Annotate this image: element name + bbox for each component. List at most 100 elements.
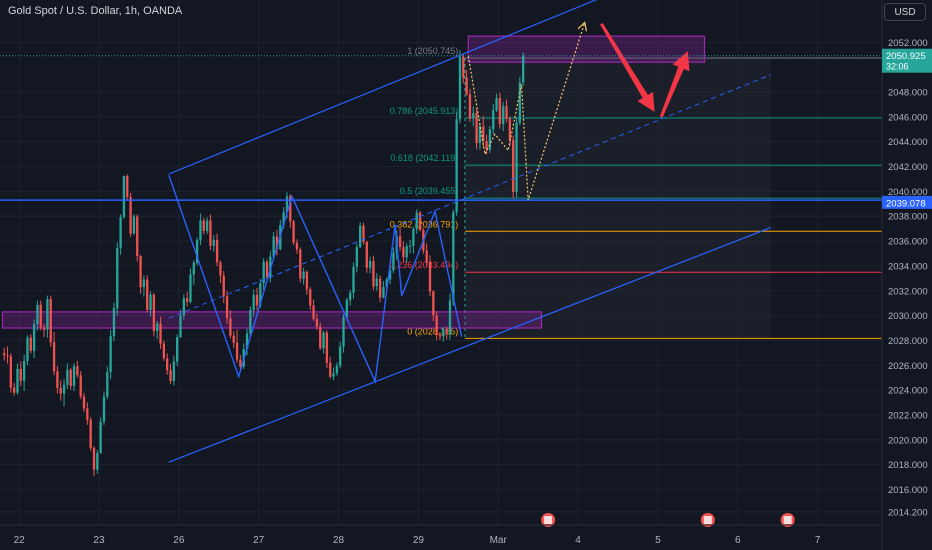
price-tick-label: 2048.000 <box>888 88 928 99</box>
event-icon-flag <box>544 516 553 524</box>
candle-body <box>452 212 455 301</box>
candle-body <box>295 242 299 250</box>
candle-body <box>329 362 332 377</box>
candle-body <box>448 300 452 335</box>
candle-body <box>349 292 352 300</box>
candle-body <box>42 327 46 330</box>
candle-body <box>202 220 205 231</box>
candle-body <box>282 212 285 226</box>
candle-body <box>455 119 458 213</box>
time-tick-label: 4 <box>575 535 581 546</box>
candlestick-series <box>3 50 525 477</box>
candle-body <box>106 372 109 397</box>
event-icon-flag <box>783 516 792 524</box>
candle-body <box>289 196 292 222</box>
fib-level-label: 1 (2050.745) <box>407 46 458 56</box>
candle-body <box>518 82 522 123</box>
candle-body <box>26 337 29 361</box>
candle-body <box>315 318 319 327</box>
price-tick-label: 2022.000 <box>888 410 928 421</box>
price-tick-label: 2038.000 <box>888 212 928 223</box>
currency-button[interactable]: USD <box>884 3 926 21</box>
candle-body <box>505 106 508 119</box>
candle-body <box>272 236 275 257</box>
price-tick-label: 2042.000 <box>888 162 928 173</box>
candle-body <box>109 336 112 373</box>
candle-body <box>52 342 56 372</box>
candle-body <box>6 355 9 357</box>
candle-body <box>86 408 89 420</box>
candle-body <box>9 356 12 388</box>
candle-body <box>355 247 358 267</box>
candle-body <box>212 239 215 246</box>
candle-body <box>179 315 182 338</box>
candle-body <box>102 396 106 422</box>
fib-level-label: 0.786 (2045.913) <box>390 106 459 116</box>
supply-zone <box>467 35 706 63</box>
marked-level-badge <box>882 195 932 209</box>
fib-level-label: 0.618 (2042.119) <box>390 153 458 163</box>
candle-body <box>322 332 325 349</box>
candle-body <box>79 375 82 397</box>
symbol-title: Gold Spot / U.S. Dollar, 1h, OANDA <box>8 5 183 17</box>
candle-body <box>16 368 19 393</box>
price-tick-label: 2014.200 <box>888 507 928 518</box>
price-tick-label: 2034.000 <box>888 261 928 272</box>
candle-body <box>458 56 462 120</box>
candle-body <box>12 387 16 393</box>
candle-body <box>146 279 149 311</box>
candle-body <box>3 353 6 356</box>
countdown-label: 32:06 <box>886 62 909 72</box>
channel-upper-line <box>168 0 598 175</box>
time-tick-label: 22 <box>14 535 26 546</box>
candle-body <box>119 217 122 249</box>
candle-body <box>472 113 475 119</box>
candle-body <box>372 261 375 287</box>
candle-body <box>398 236 402 248</box>
price-tick-label: 2046.000 <box>888 112 928 123</box>
candle-body <box>205 220 209 231</box>
candle-body <box>335 365 339 374</box>
candle-body <box>388 270 392 280</box>
candle-body <box>408 245 412 247</box>
price-tick-label: 2024.000 <box>888 386 928 397</box>
candle-body <box>488 129 492 150</box>
candle-body <box>362 225 365 242</box>
candle-body <box>149 294 152 311</box>
candle-body <box>438 335 442 337</box>
candle-body <box>352 266 355 293</box>
candle-body <box>275 236 279 250</box>
candle-body <box>46 299 49 330</box>
candle-body <box>385 279 388 288</box>
candle-body <box>485 141 488 150</box>
price-axis-bg <box>882 0 932 550</box>
candle-body <box>215 239 219 263</box>
time-tick-label: 28 <box>333 535 345 546</box>
candle-body <box>225 296 229 319</box>
candle-body <box>302 271 305 279</box>
us-event-flag-icon <box>780 513 795 527</box>
candle-body <box>82 396 86 409</box>
price-tick-label: 2026.000 <box>888 361 928 372</box>
us-event-flag-icon <box>700 513 715 527</box>
price-tick-label: 2052.000 <box>888 38 928 49</box>
time-tick-label: 5 <box>655 535 661 546</box>
forecast-arrow-down <box>600 22 655 112</box>
candle-body <box>195 239 199 263</box>
candle-body <box>415 212 418 230</box>
candle-body <box>508 118 512 141</box>
candle-body <box>522 55 525 83</box>
candle-body <box>402 247 405 258</box>
candle-body <box>482 126 485 142</box>
candle-body <box>468 94 472 119</box>
fib-level-label: 0 (2028.165) <box>407 326 458 336</box>
candle-body <box>299 249 302 279</box>
candle-body <box>229 318 232 336</box>
candle-body <box>495 98 498 111</box>
candle-body <box>309 289 312 306</box>
time-axis[interactable]: 22 23 26 27 28 29 Mar 4 5 6 7 <box>0 524 882 546</box>
candle-body <box>112 308 116 337</box>
candle-body <box>478 126 482 144</box>
